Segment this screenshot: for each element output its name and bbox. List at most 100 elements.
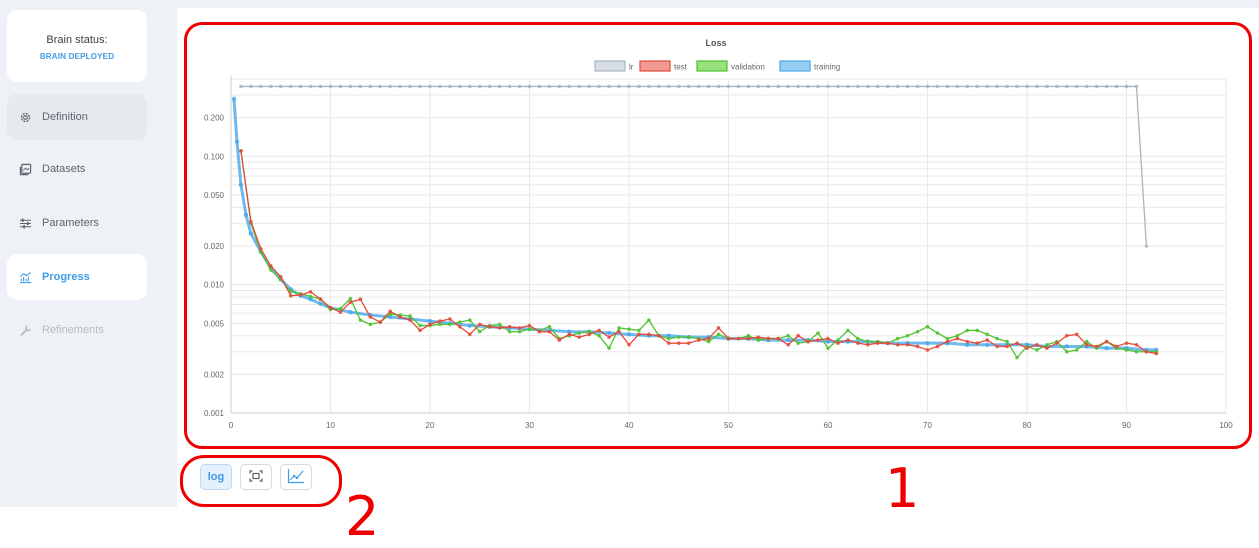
data-point-validation	[408, 314, 412, 318]
data-point-validation	[607, 346, 611, 350]
data-point-validation	[1045, 342, 1049, 347]
data-point-lr	[1055, 84, 1059, 89]
data-point-test	[686, 341, 691, 345]
data-point-test	[408, 318, 412, 322]
data-point-validation	[905, 333, 910, 338]
legend-swatch-lr	[594, 60, 626, 72]
data-point-test	[985, 338, 989, 342]
data-point-validation	[836, 338, 840, 342]
data-point-test	[537, 329, 542, 334]
data-point-test	[1055, 341, 1059, 345]
data-point-lr	[278, 84, 283, 89]
data-point-training	[243, 212, 249, 218]
data-point-lr	[726, 84, 731, 89]
data-point-lr	[607, 84, 611, 89]
data-point-test	[915, 344, 920, 349]
data-point-training	[231, 96, 237, 102]
sidebar-item-definition[interactable]: Definition	[7, 94, 147, 140]
data-point-test	[497, 326, 502, 330]
wrench-icon	[18, 323, 32, 337]
data-point-lr	[1045, 84, 1049, 89]
data-point-test	[1074, 332, 1079, 337]
sidebar-item-datasets[interactable]: Datasets	[7, 146, 147, 192]
data-point-validation	[846, 328, 850, 333]
data-point-test	[1065, 333, 1069, 338]
sidebar: Brain status: BRAIN DEPLOYED Definition …	[0, 0, 160, 507]
data-point-validation	[468, 318, 472, 322]
data-point-test	[298, 293, 303, 297]
data-point-validation	[587, 329, 591, 334]
data-point-test	[318, 297, 323, 302]
data-point-test	[587, 332, 591, 337]
data-point-validation	[1065, 349, 1069, 354]
data-point-test	[885, 341, 890, 345]
data-point-lr	[1035, 84, 1039, 89]
data-point-test	[667, 341, 671, 345]
x-tick-label: 20	[426, 421, 435, 430]
data-point-test	[477, 322, 482, 327]
data-point-validation	[995, 336, 999, 341]
data-point-validation	[1074, 348, 1079, 352]
chart-type-button[interactable]	[280, 464, 312, 490]
data-point-lr	[1114, 84, 1119, 89]
data-point-validation	[965, 328, 970, 333]
data-point-training	[985, 342, 990, 347]
legend-swatch-test	[639, 60, 671, 72]
sidebar-item-parameters[interactable]: Parameters	[7, 200, 147, 246]
data-point-validation	[497, 322, 502, 327]
data-point-lr	[318, 84, 323, 89]
data-point-test	[706, 336, 711, 341]
data-point-lr	[408, 84, 412, 89]
data-point-lr	[806, 84, 810, 89]
data-point-lr	[866, 84, 870, 89]
data-point-test	[1084, 342, 1089, 347]
data-point-test	[458, 324, 462, 329]
data-point-test	[826, 336, 830, 341]
data-point-lr	[915, 84, 920, 89]
sidebar-item-refinements[interactable]: Refinements	[7, 307, 147, 353]
data-point-lr	[1025, 84, 1029, 89]
fit-screen-button[interactable]	[240, 464, 272, 490]
data-point-test	[846, 338, 850, 342]
data-point-test	[368, 315, 373, 319]
chart-title: Loss	[705, 38, 726, 48]
data-point-lr	[249, 84, 253, 89]
data-point-training	[234, 139, 240, 144]
data-point-test	[716, 326, 721, 330]
data-point-lr	[736, 84, 741, 89]
data-point-test	[1035, 342, 1039, 347]
data-point-validation	[637, 328, 641, 333]
sidebar-item-label: Progress	[42, 271, 90, 283]
data-point-validation	[706, 339, 711, 344]
data-point-lr	[497, 84, 502, 89]
data-point-validation	[955, 333, 960, 338]
data-point-test	[995, 344, 999, 349]
data-point-validation	[975, 328, 980, 333]
data-point-lr	[1134, 84, 1139, 89]
series-lr	[239, 84, 1149, 248]
data-point-lr	[935, 84, 940, 89]
y-tick-label: 0.020	[204, 242, 225, 251]
x-tick-label: 10	[326, 421, 335, 430]
data-point-test	[1104, 339, 1109, 344]
data-point-test	[1094, 344, 1099, 349]
data-point-lr	[358, 84, 363, 89]
data-point-lr	[288, 84, 293, 89]
data-point-test	[866, 342, 870, 347]
data-point-test	[547, 329, 552, 334]
x-tick-label: 0	[229, 421, 234, 430]
data-point-test	[1005, 344, 1009, 349]
data-point-test	[239, 149, 243, 153]
log-scale-button[interactable]: log	[200, 464, 232, 490]
data-point-test	[676, 341, 681, 345]
sidebar-item-progress[interactable]: Progress	[7, 254, 147, 300]
data-point-test	[1144, 349, 1149, 354]
data-point-validation	[686, 335, 691, 339]
data-point-lr	[1094, 84, 1099, 89]
data-point-lr	[577, 84, 582, 89]
data-point-lr	[1015, 84, 1019, 89]
data-point-test	[418, 328, 422, 333]
data-point-test	[487, 324, 492, 329]
data-point-training	[965, 342, 970, 347]
